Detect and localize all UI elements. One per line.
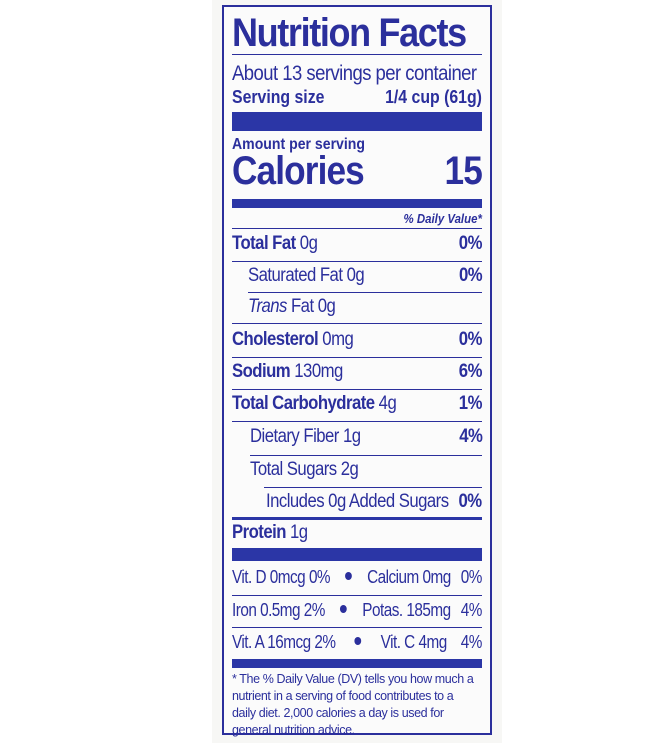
- divider: [232, 595, 482, 596]
- nutrition-facts-label: Nutrition Facts About 13 servings per co…: [222, 5, 492, 737]
- nutrient-row: Total Carbohydrate 4g 1%: [232, 393, 482, 415]
- medium-divider: [232, 199, 482, 208]
- calories_value: 15: [444, 149, 483, 193]
- bullet-icon: [354, 637, 362, 645]
- nutrients-4-dv: 6%: [458, 361, 483, 382]
- vitamin-row: Iron 0.5mg 2% Potas. 185mg 4%: [232, 600, 482, 621]
- nutrients-2-amount: 0g: [317, 296, 336, 317]
- divider: [232, 228, 482, 229]
- nutrient-row: Dietary Fiber 1g 4%: [250, 426, 483, 448]
- nutrients-1-label: Saturated Fat: [248, 265, 343, 286]
- footnote: * The % Daily Value (DV) tells you how m…: [232, 672, 474, 737]
- divider: [232, 627, 482, 628]
- nutrients-2-label2: Fat: [290, 296, 314, 317]
- serving-size-row: Serving size 1/4 cup (61g): [232, 87, 482, 108]
- nutrient-row: Total Sugars 2g: [250, 459, 482, 481]
- nutrient-row: Trans Fat 0g: [248, 296, 482, 318]
- bullet-icon: [340, 605, 347, 613]
- nutrients-0-amount: 0g: [299, 233, 318, 254]
- nutrients-1-dv: 0%: [458, 265, 483, 286]
- nutrients-5-label: Total Carbohydrate: [232, 393, 375, 414]
- divider: [232, 261, 482, 262]
- daily-value-header: % Daily Value*: [403, 211, 482, 226]
- nutrients-8-dv: 0%: [458, 491, 482, 512]
- servings-per-container: About 13 servings per container: [232, 62, 477, 85]
- vitamins-1-right_dv: 4%: [460, 600, 483, 620]
- divider: [232, 517, 482, 520]
- nutrients-6-label: Dietary Fiber: [250, 426, 339, 447]
- medium-divider: [232, 659, 482, 668]
- nutrients-0-label: Total Fat: [232, 233, 296, 254]
- nutrients-1-amount: 0g: [346, 265, 365, 286]
- protein-row: Protein 1g: [232, 522, 482, 544]
- vitamins-2-right_dv: 4%: [460, 632, 483, 652]
- nutrients-6-dv: 4%: [459, 426, 483, 447]
- vitamin-row: Vit. D 0mcg 0% Calcium 0mg 0%: [232, 567, 482, 588]
- nutrient-row: Includes 0g Added Sugars 0%: [266, 491, 482, 513]
- nutrient-row: Sodium 130mg 6%: [232, 361, 482, 383]
- nutrient-row: Total Fat 0g 0%: [232, 233, 482, 255]
- divider: [264, 487, 482, 488]
- divider: [232, 389, 482, 390]
- vitamins-1-right: Potas. 185mg: [362, 600, 451, 620]
- vitamins-2-left: Vit. A 16mcg: [232, 632, 311, 652]
- divider: [232, 54, 482, 55]
- divider: [248, 292, 482, 293]
- nutrients-6-amount: 1g: [342, 426, 361, 447]
- divider: [232, 323, 482, 324]
- nutrients-4-amount: 130mg: [294, 361, 343, 382]
- nutrients-8-label: Includes 0g Added Sugars: [266, 491, 449, 512]
- vitamins-1-left: Iron 0.5mg: [232, 600, 301, 620]
- label-title: Nutrition Facts: [232, 11, 467, 55]
- nutrients-5-dv: 1%: [458, 393, 483, 414]
- vitamins-0-right_dv: 0%: [460, 567, 483, 587]
- serving_size_label: Serving size: [232, 87, 325, 107]
- nutrients-4-label: Sodium: [232, 361, 291, 382]
- nutrient-row: Saturated Fat 0g 0%: [248, 265, 483, 287]
- nutrients-5-amount: 4g: [378, 393, 397, 414]
- vitamins-2-right: Vit. C 4mg: [380, 632, 448, 652]
- protein-amount: 1g: [290, 522, 308, 543]
- nutrients-3-dv: 0%: [458, 329, 483, 350]
- thick-divider: [232, 548, 482, 561]
- divider: [250, 455, 482, 456]
- amount-per-serving: Amount per serving: [232, 136, 366, 153]
- nutrients-3-label: Cholesterol: [232, 329, 319, 350]
- nutrients-7-label: Total Sugars: [250, 459, 337, 480]
- nutrients-3-amount: 0mg: [322, 329, 354, 350]
- calories-row: Calories 15: [232, 149, 483, 194]
- nutrients-0-dv: 0%: [458, 233, 483, 254]
- vitamins-1-left_dv: 2%: [303, 600, 326, 620]
- thick-divider: [232, 112, 482, 131]
- serving_size_value: 1/4 cup (61g): [385, 87, 482, 107]
- vitamins-0-left: Vit. D 0mcg: [232, 567, 306, 587]
- vitamins-0-right: Calcium 0mg: [367, 567, 451, 587]
- bullet-icon: [345, 572, 352, 580]
- nutrients-7-amount: 2g: [340, 459, 359, 480]
- nutrient-row: Cholesterol 0mg 0%: [232, 329, 482, 351]
- divider: [232, 421, 482, 422]
- vitamins-0-left_dv: 0%: [308, 567, 331, 587]
- protein-label: Protein: [232, 522, 286, 543]
- nutrients-2-label: Trans: [248, 296, 287, 317]
- vitamin-row: Vit. A 16mcg 2% Vit. C 4mg 4%: [232, 632, 482, 653]
- calories_label: Calories: [232, 149, 365, 193]
- divider: [232, 357, 482, 358]
- vitamins-2-left_dv: 2%: [314, 632, 336, 652]
